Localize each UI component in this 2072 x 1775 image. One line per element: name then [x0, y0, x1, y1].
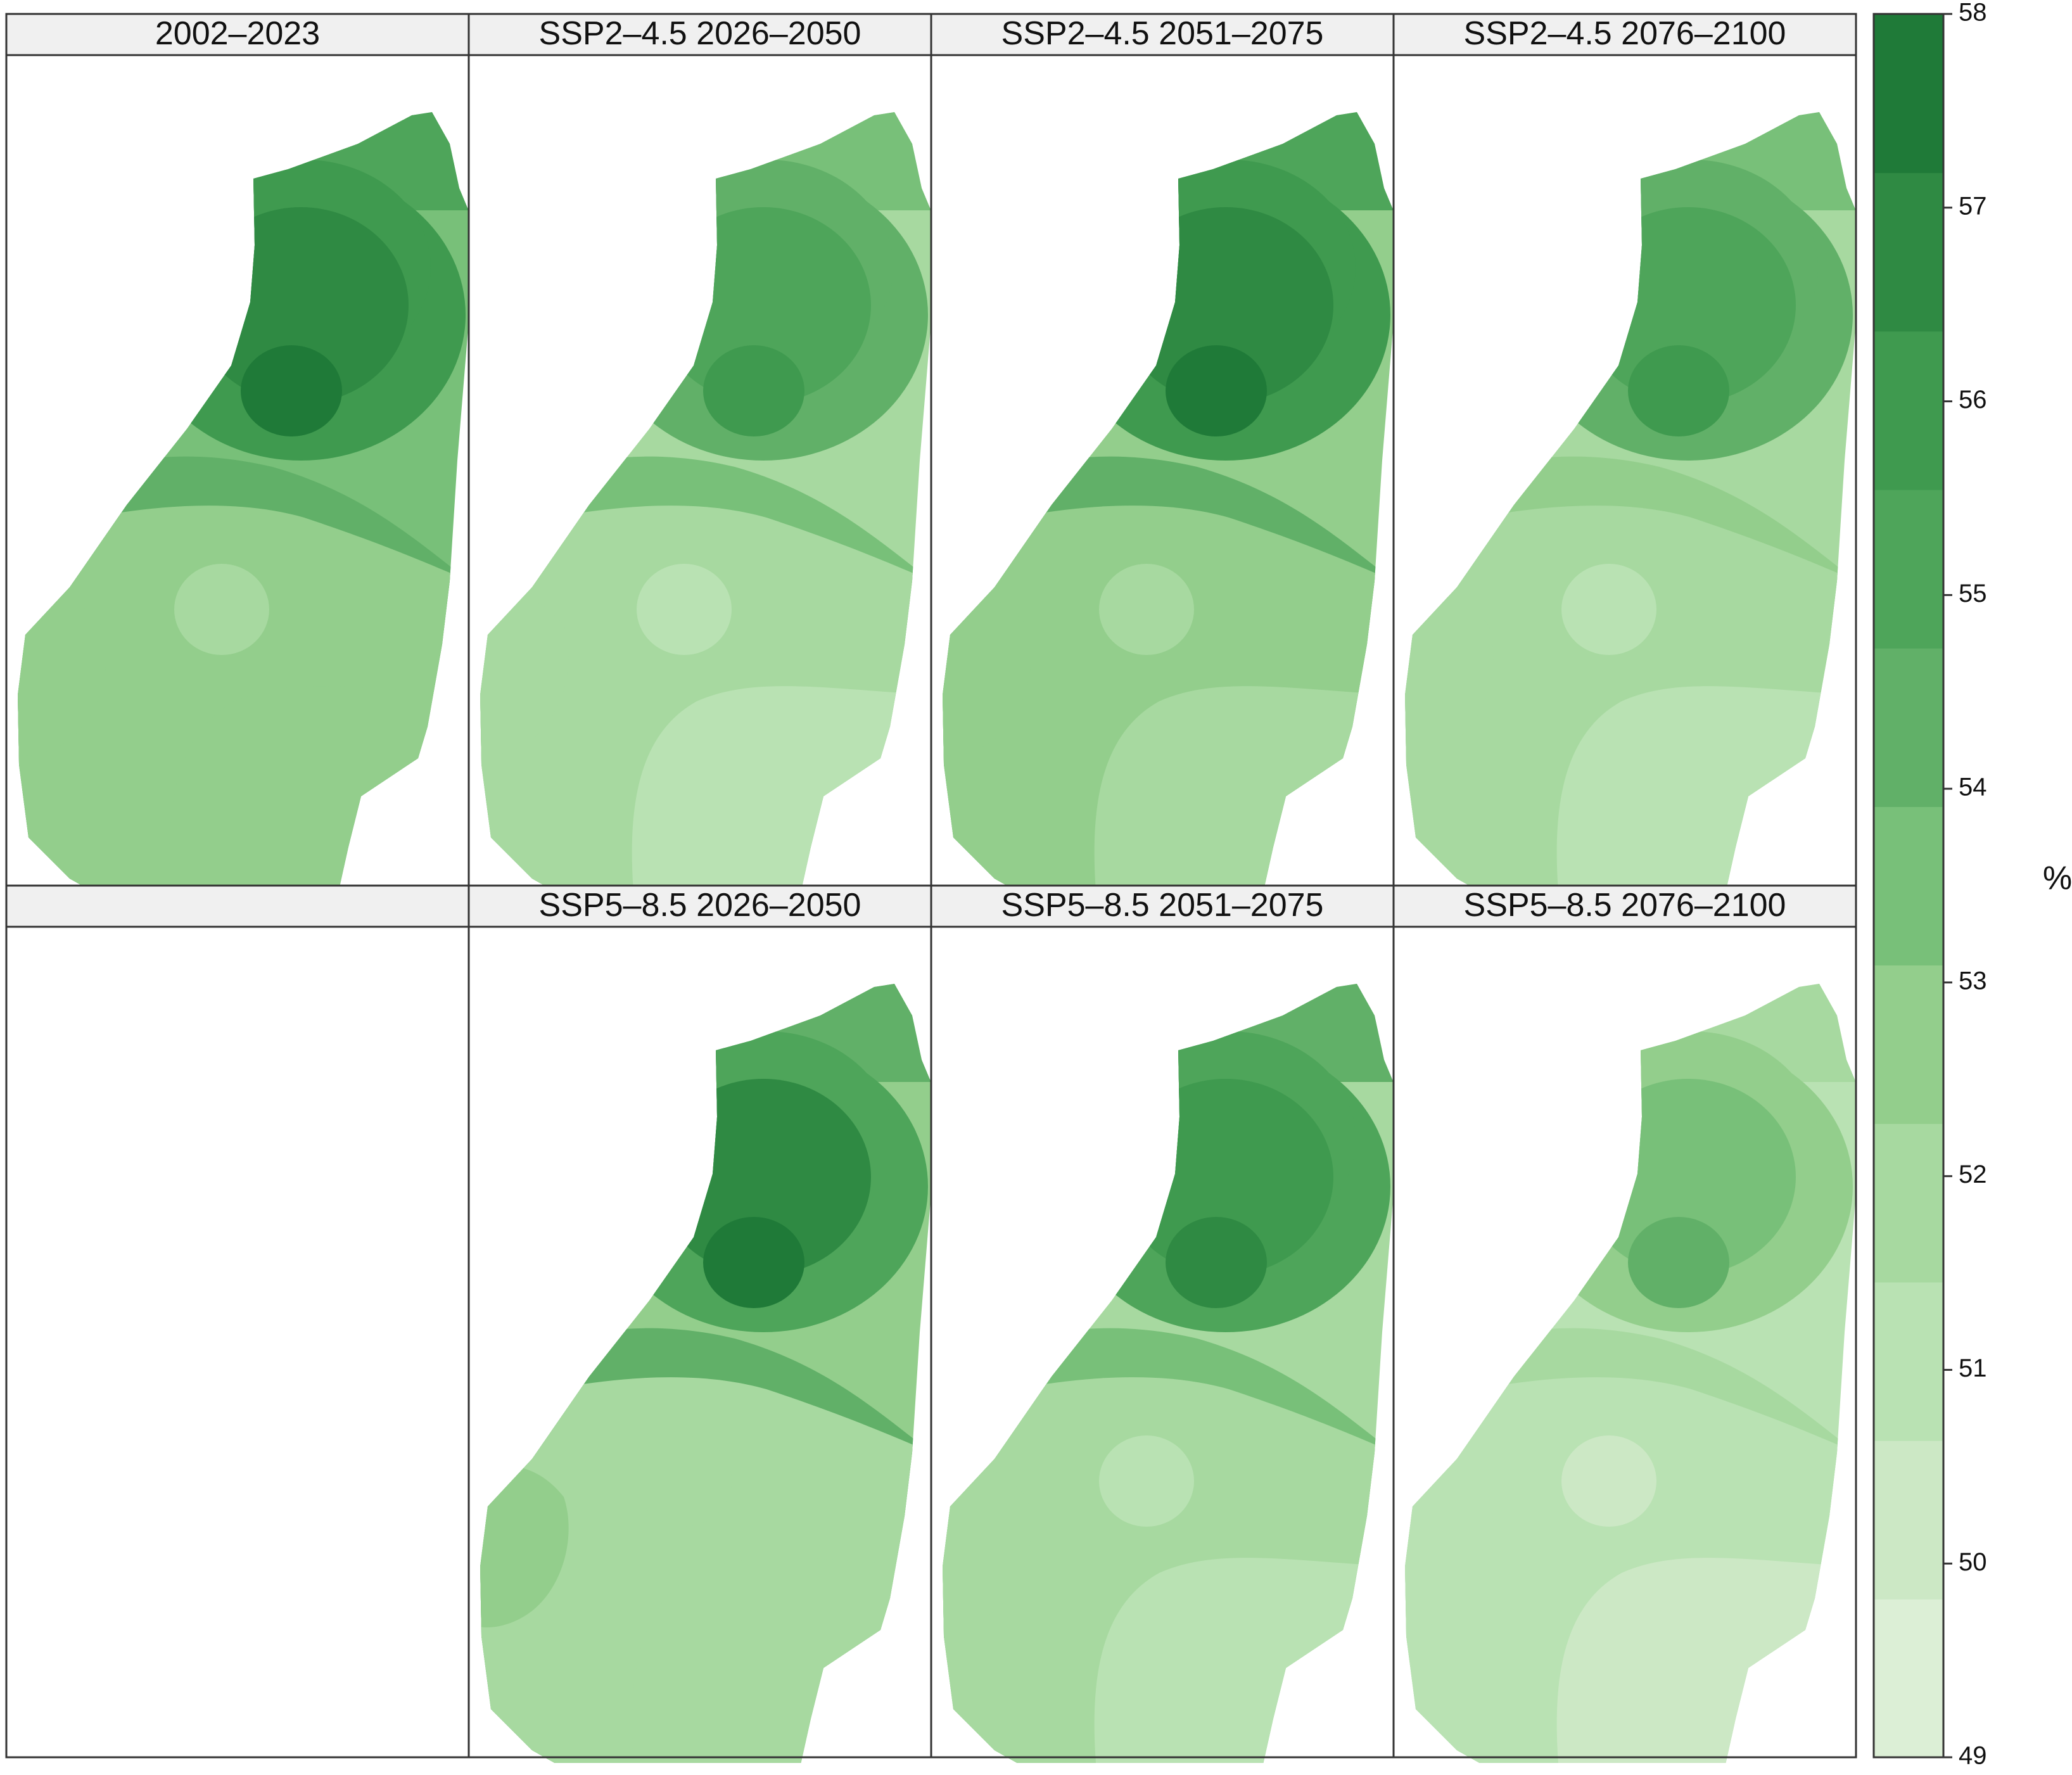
- contour-map: [18, 112, 469, 891]
- contour-band: [241, 345, 342, 436]
- contour-band: [1561, 1435, 1656, 1527]
- contour-band: [943, 984, 1394, 1082]
- legend-unit-label: %: [2043, 860, 2072, 897]
- legend-tick-label: 51: [1959, 1354, 1987, 1382]
- legend-swatch: [1874, 172, 1943, 332]
- contour-band: [174, 564, 269, 655]
- legend-tick-label: 54: [1959, 773, 1987, 801]
- contour-band: [703, 345, 804, 436]
- panel-strip: [5, 13, 470, 56]
- panel-title: SSP5–8.5 2026–2050: [539, 887, 861, 924]
- contour-band: [1628, 345, 1729, 436]
- panel-title: SSP2–4.5 2026–2050: [539, 15, 861, 52]
- contour-band: [943, 594, 1031, 756]
- contour-band: [1628, 1217, 1729, 1308]
- legend-swatch: [1874, 1123, 1943, 1283]
- legend-tick-label: 52: [1959, 1161, 1987, 1188]
- legend-swatch: [1874, 806, 1943, 966]
- contour-band: [1556, 686, 1856, 891]
- panel-strip: [930, 884, 1395, 928]
- panel-title: SSP5–8.5 2076–2100: [1464, 887, 1786, 924]
- contour-band: [480, 112, 931, 210]
- contour-band: [703, 1217, 804, 1308]
- contour-band: [18, 594, 106, 756]
- contour-band: [1556, 1558, 1856, 1763]
- panel-frame: [5, 926, 470, 1759]
- contour-band: [480, 594, 569, 756]
- contour-band: [1405, 984, 1856, 1082]
- legend-tick-label: 58: [1959, 0, 1987, 27]
- contour-map: [1405, 984, 1856, 1763]
- contour-band: [637, 1435, 732, 1527]
- map-panel: [5, 884, 470, 1759]
- legend-tick-label: 56: [1959, 386, 1987, 414]
- legend-swatch: [1874, 647, 1943, 807]
- contour-band: [943, 112, 1394, 210]
- contour-band: [1094, 686, 1394, 891]
- legend-tick-label: 53: [1959, 967, 1987, 995]
- legend-swatch: [1874, 489, 1943, 649]
- map-panel: SSP5–8.5 2076–2100: [1392, 884, 1857, 1763]
- contour-band: [480, 1465, 569, 1627]
- contour-map: [480, 984, 931, 1763]
- legend-swatch: [1874, 965, 1943, 1124]
- contour-band: [1405, 112, 1856, 210]
- legend-tick-label: 57: [1959, 192, 1987, 220]
- map-panel: 2002–2023: [5, 13, 470, 891]
- legend-frame: [1872, 13, 1945, 1759]
- map-panel: SSP5–8.5 2026–2050: [467, 884, 932, 1763]
- legend-tick-label: 55: [1959, 580, 1987, 608]
- contour-band: [1099, 564, 1194, 655]
- contour-band: [18, 112, 469, 210]
- contour-band: [480, 984, 931, 1082]
- map-panel: SSP2–4.5 2076–2100: [1392, 13, 1857, 891]
- panel-strip: [467, 884, 932, 928]
- panel-grid: 2002–2023 SSP2–4.5 2026–2050 SSP2–4.5 2051…: [5, 13, 1857, 1763]
- contour-band: [169, 686, 469, 891]
- panel-strip: [5, 884, 470, 928]
- legend-color-bar: [1874, 14, 1943, 1758]
- map-panel: SSP2–4.5 2051–2075: [930, 13, 1395, 891]
- panel-strip: [1392, 884, 1857, 928]
- contour-band: [943, 1465, 1031, 1627]
- contour-band: [1094, 1558, 1394, 1763]
- contour-band: [632, 1558, 931, 1763]
- contour-map: [1405, 112, 1856, 891]
- panel-title: 2002–2023: [155, 15, 320, 52]
- legend-swatch: [1874, 1598, 1943, 1758]
- legend-swatch: [1874, 331, 1943, 490]
- legend-tick-label: 49: [1959, 1742, 1987, 1770]
- color-legend: 58 57 56 55 54 53 52 51 50 49 %: [1872, 0, 2072, 1770]
- contour-map: [480, 112, 931, 891]
- panel-title: SSP5–8.5 2051–2075: [1001, 887, 1324, 924]
- contour-band: [1166, 1217, 1267, 1308]
- contour-band: [1405, 1465, 1494, 1627]
- legend-swatch: [1874, 1282, 1943, 1441]
- contour-band: [1405, 594, 1494, 756]
- legend-ticks: 58 57 56 55 54 53 52 51 50 49: [1943, 0, 1987, 1770]
- panel-frame: [1392, 926, 1857, 1759]
- legend-swatch: [1874, 14, 1943, 174]
- map-panel: SSP5–8.5 2051–2075: [930, 884, 1395, 1763]
- contour-band: [632, 686, 931, 891]
- contour-band: [1099, 1435, 1194, 1527]
- panel-title: SSP2–4.5 2076–2100: [1464, 15, 1786, 52]
- contour-band: [637, 564, 732, 655]
- legend-tick-label: 50: [1959, 1548, 1987, 1576]
- map-panel: SSP2–4.5 2026–2050: [467, 13, 932, 891]
- legend-swatch: [1874, 1440, 1943, 1600]
- contour-band: [1561, 564, 1656, 655]
- contour-band: [1166, 345, 1267, 436]
- contour-map: [943, 984, 1394, 1763]
- contour-map: [943, 112, 1394, 891]
- panel-title: SSP2–4.5 2051–2075: [1001, 15, 1324, 52]
